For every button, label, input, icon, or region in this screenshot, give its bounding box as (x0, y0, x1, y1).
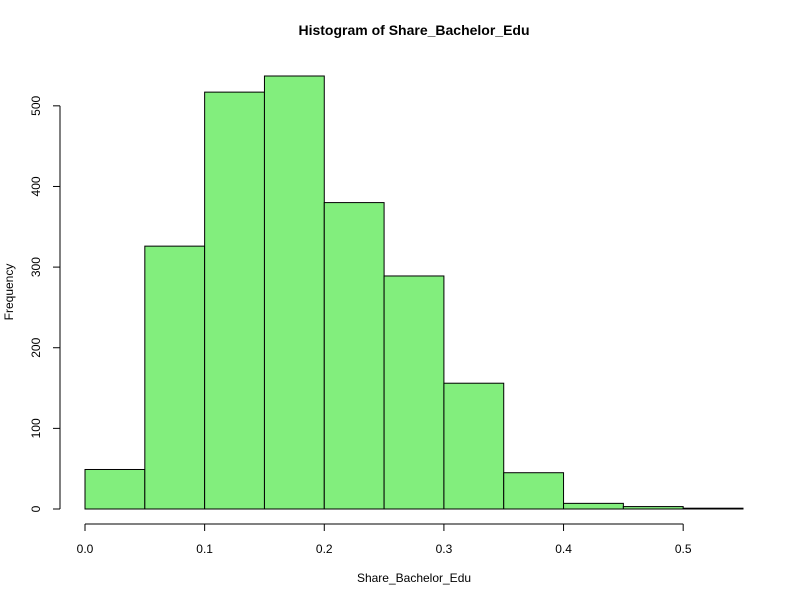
x-tick-label-3: 0.3 (436, 542, 453, 556)
y-tick-label-0: 0 (29, 505, 43, 512)
y-tick-label-4: 400 (29, 176, 43, 196)
y-tick-label-5: 500 (29, 96, 43, 116)
histogram-bar-0 (84, 468, 146, 510)
histogram-bar-3 (263, 75, 325, 510)
histogram-bar-4 (323, 202, 385, 510)
histogram-bar-10 (682, 507, 744, 510)
x-tick-label-5: 0.5 (675, 542, 692, 556)
y-tick-label-3: 300 (29, 257, 43, 277)
histogram-bar-2 (204, 91, 265, 510)
y-tick-label-2: 200 (29, 337, 43, 357)
y-axis-label: Frequency (2, 264, 16, 321)
x-axis: 0.0 0.1 0.2 0.3 0.4 0.5 (77, 523, 692, 556)
chart-title: Histogram of Share_Bachelor_Edu (298, 22, 529, 38)
histogram-bar-8 (563, 502, 624, 510)
histogram-bar-5 (383, 275, 445, 510)
histogram-bar-1 (144, 245, 206, 510)
x-tick-label-1: 0.1 (196, 542, 213, 556)
x-tick-label-0: 0.0 (77, 542, 94, 556)
x-axis-label: Share_Bachelor_Edu (357, 571, 471, 585)
histogram-bar-7 (503, 472, 565, 510)
x-tick-label-2: 0.2 (316, 542, 333, 556)
y-axis: 0 100 200 300 400 500 (29, 96, 61, 512)
histogram-bar-9 (622, 506, 684, 510)
y-tick-label-1: 100 (29, 418, 43, 438)
x-tick-label-4: 0.4 (555, 542, 572, 556)
bars-group (84, 75, 744, 510)
histogram-bar-6 (443, 382, 505, 510)
